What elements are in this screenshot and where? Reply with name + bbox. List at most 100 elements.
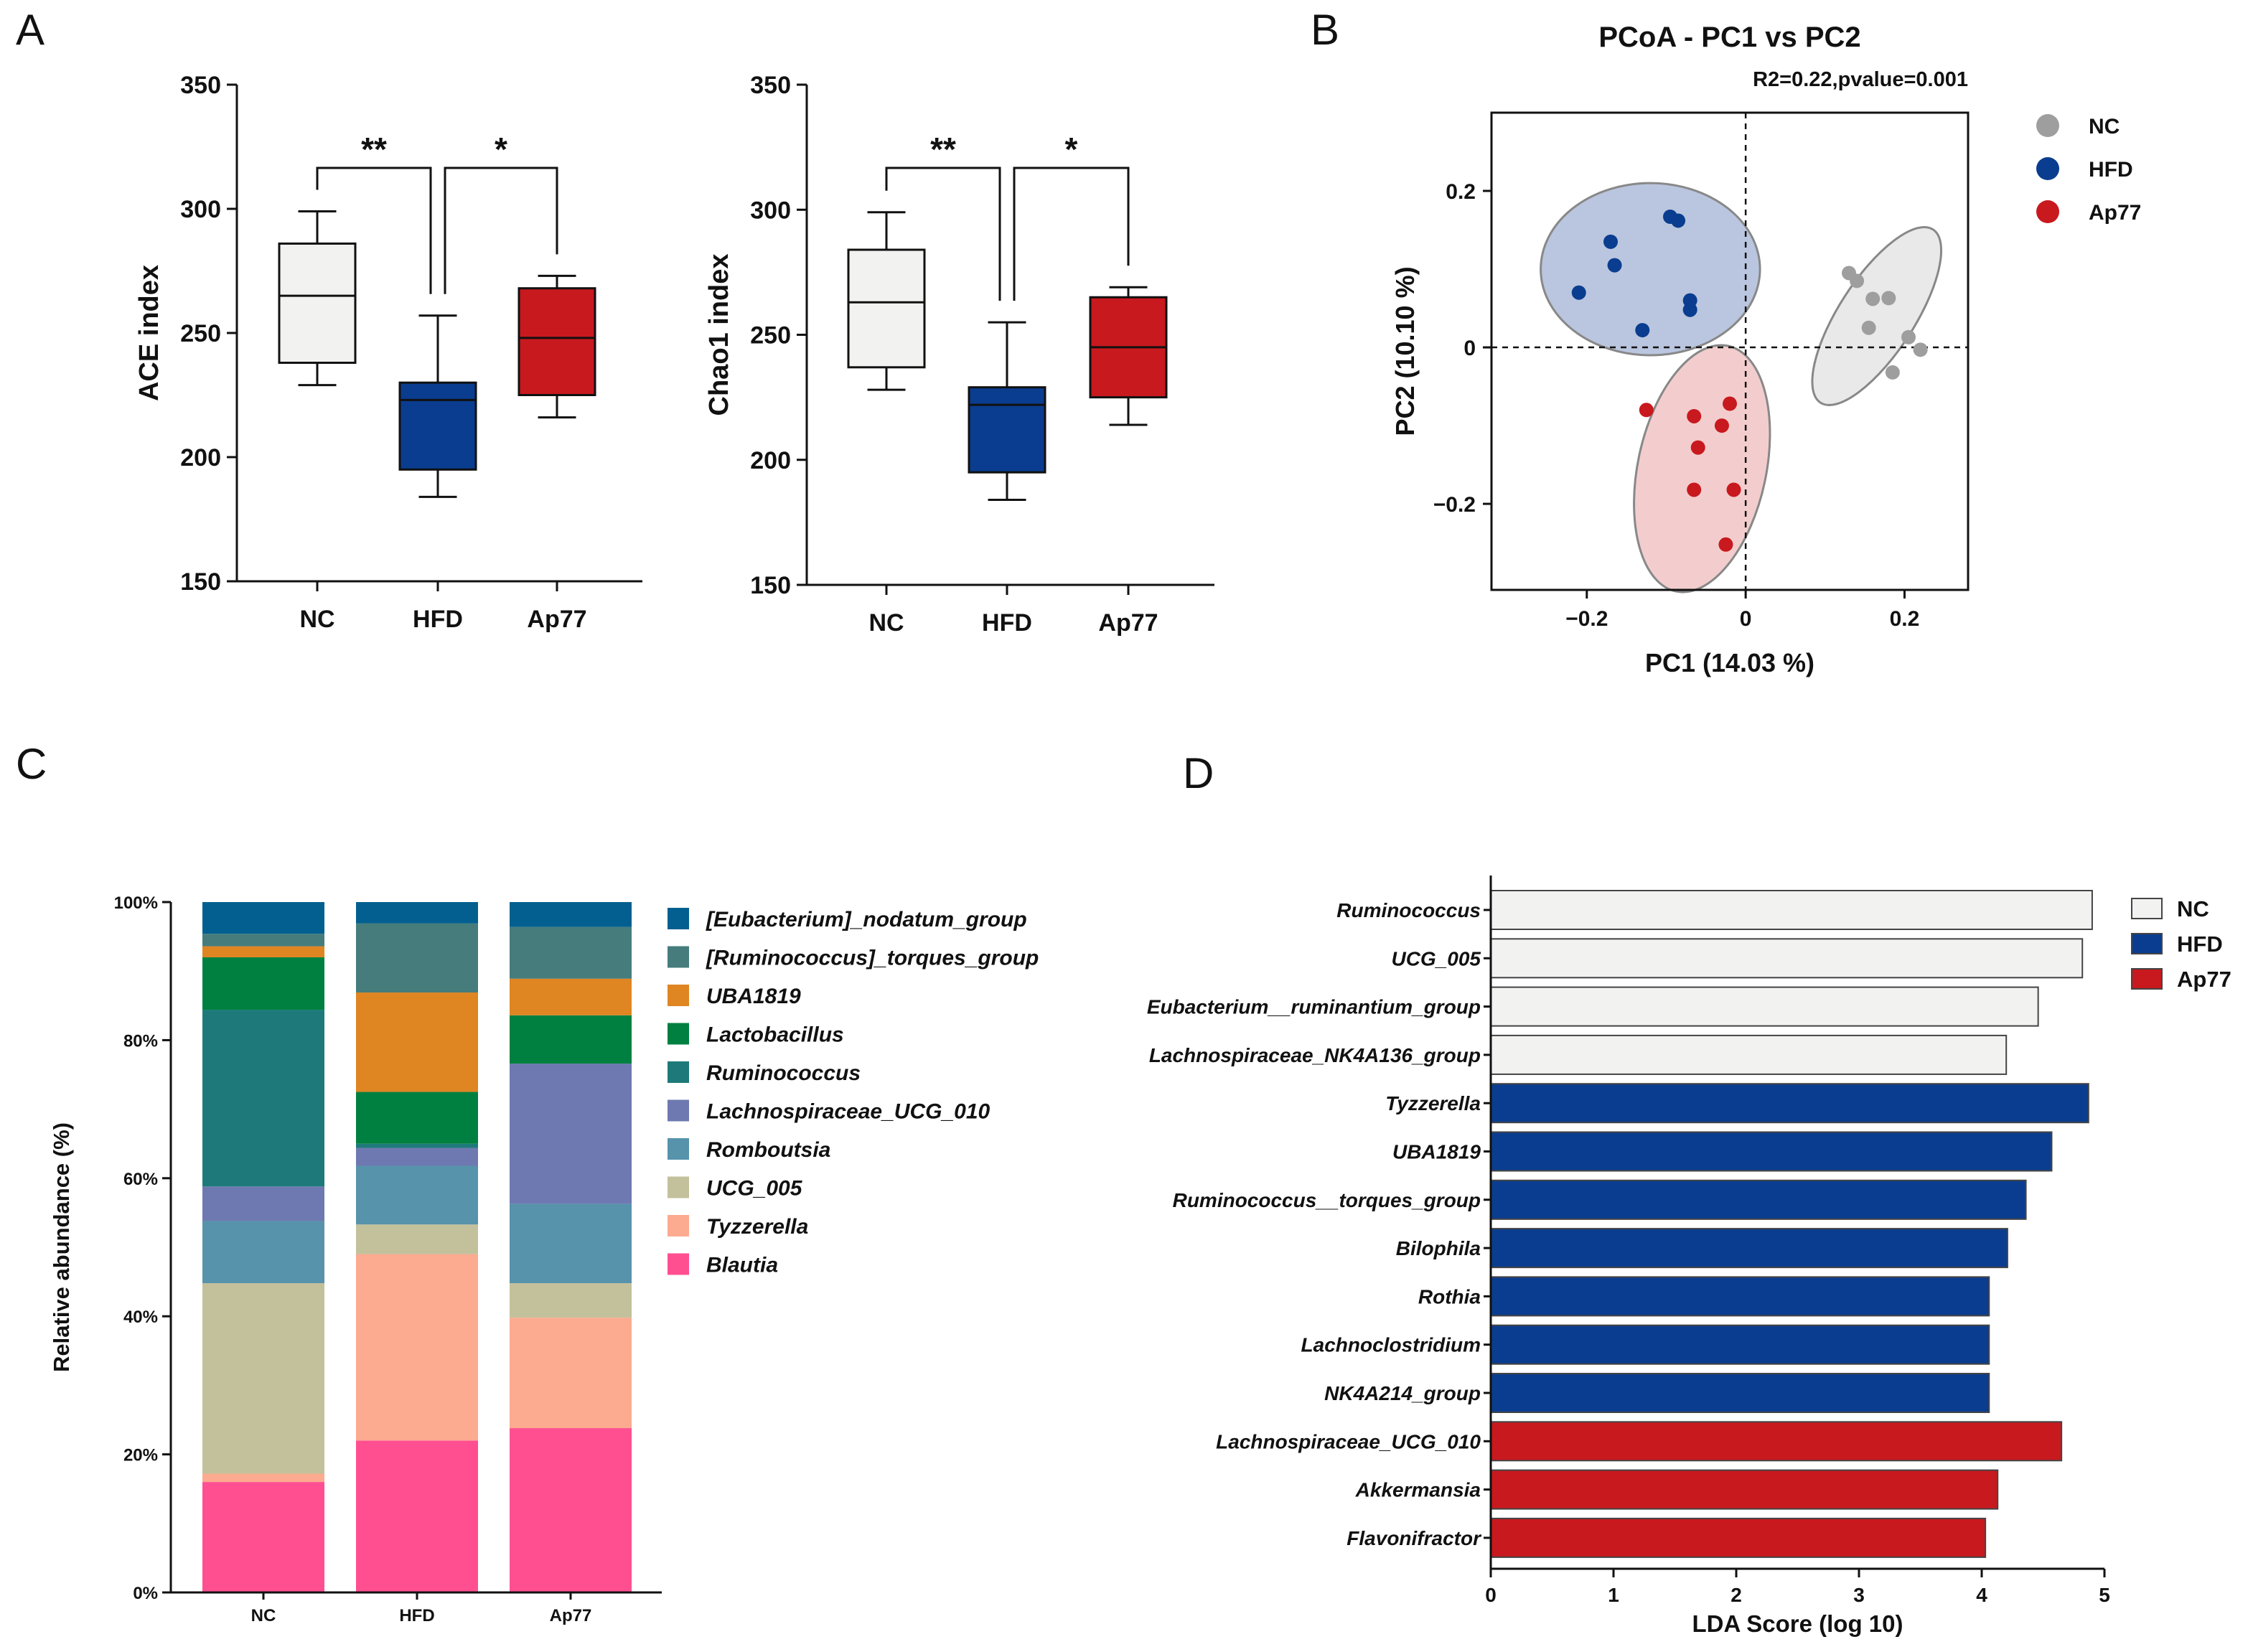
point-ap77	[1726, 482, 1741, 497]
point-hfd	[1682, 302, 1697, 317]
x-tick-label: HFD	[399, 1606, 434, 1625]
x-tick-label: NC	[299, 606, 334, 633]
x-tick-label: 0	[1740, 607, 1752, 631]
segment-ap77	[510, 1203, 632, 1284]
lda-bar-hfd	[1490, 1373, 1990, 1413]
segment-hfd	[356, 1148, 478, 1166]
segment-ap77	[510, 1428, 632, 1592]
segment-hfd	[356, 1143, 478, 1148]
segment-hfd	[356, 992, 478, 1092]
y-tick-label: 350	[180, 72, 221, 99]
point-nc	[1901, 329, 1916, 344]
y-tick-label: 300	[180, 196, 221, 223]
legend-swatch	[668, 1176, 689, 1198]
significance-label: *	[1065, 131, 1078, 168]
x-tick-label: HFD	[982, 609, 1032, 637]
panel-label-a: A	[16, 6, 45, 54]
y-tick-label: 20%	[123, 1446, 158, 1465]
segment-hfd	[356, 923, 478, 993]
lda-bar-ap77	[1490, 1469, 1999, 1510]
x-tick-label: 3	[1853, 1584, 1865, 1606]
segment-nc	[202, 902, 324, 934]
legend-swatch	[668, 1061, 689, 1083]
x-tick-label: 0.2	[1890, 607, 1920, 631]
x-tick-label: 4	[1976, 1584, 1987, 1606]
segment-hfd	[356, 1165, 478, 1225]
lda-bar-hfd	[1490, 1131, 2053, 1172]
x-tick-label: −0.2	[1565, 607, 1608, 631]
legend-label: Ap77	[2177, 967, 2231, 992]
legend-swatch	[668, 1253, 689, 1275]
legend-label: Lachnospiraceae_UCG_010	[706, 1100, 990, 1124]
legend-swatch	[668, 1099, 689, 1122]
y-axis-title: Chao1 index	[704, 254, 734, 416]
legend-swatch	[668, 1215, 689, 1236]
legend-swatch	[668, 985, 689, 1006]
point-hfd	[1671, 213, 1686, 228]
ellipse-hfd	[1540, 182, 1761, 357]
segment-ap77	[510, 1318, 632, 1429]
y-tick-label: −0.2	[1433, 493, 1476, 517]
lda-bar-nc	[1490, 890, 2093, 930]
taxon-label: Tyzzerella	[1385, 1092, 1481, 1114]
segment-hfd	[356, 1092, 478, 1144]
point-hfd	[1571, 285, 1586, 300]
taxon-label: UBA1819	[1392, 1141, 1481, 1163]
taxon-label: Akkermansia	[1355, 1479, 1481, 1501]
legend-label: HFD	[2089, 158, 2133, 182]
point-ap77	[1714, 418, 1729, 433]
taxon-label: UCG_005	[1391, 947, 1481, 970]
lda-score-bar-chart: Ruminococcus UCG_005 Eubacterium__ruminant…	[1147, 876, 2231, 1637]
y-tick-label: 80%	[123, 1031, 158, 1051]
segment-ap77	[510, 978, 632, 1015]
relative-abundance-stacked-bar: NC HFD Ap77 0% 20% 40% 60% 80% 100% Relative abun…	[49, 893, 1039, 1625]
segment-ap77	[510, 1015, 632, 1064]
lda-bar-hfd	[1490, 1228, 2008, 1269]
legend-swatch	[668, 1138, 689, 1160]
y-tick-label: 150	[180, 568, 221, 596]
lda-bar-nc	[1490, 986, 2039, 1027]
taxon-label: Flavonifractor	[1347, 1527, 1482, 1549]
y-axis-title: ACE index	[134, 265, 164, 401]
significance-bracket	[444, 166, 558, 294]
y-tick-label: 60%	[123, 1170, 158, 1189]
point-hfd	[1603, 234, 1618, 249]
chart-title: PCoA - PC1 vs PC2	[1598, 22, 1860, 53]
point-nc	[1865, 291, 1881, 306]
taxon-label: Lachnoclostridium	[1301, 1334, 1481, 1356]
point-nc	[1913, 342, 1928, 357]
significance-label: *	[495, 131, 507, 168]
legend-swatch	[668, 908, 689, 929]
lda-bar-nc	[1490, 1034, 2008, 1075]
significance-bracket	[1013, 166, 1130, 301]
y-tick-label: 0%	[133, 1584, 158, 1603]
segment-nc	[202, 1221, 324, 1284]
y-tick-label: 250	[750, 322, 791, 349]
y-tick-label: 200	[180, 444, 221, 471]
x-tick-label: Ap77	[1098, 609, 1158, 637]
x-tick-label: Ap77	[527, 606, 586, 633]
x-axis-title: PC1 (14.03 %)	[1645, 648, 1814, 677]
legend-swatch	[2131, 933, 2163, 954]
legend-label: HFD	[2177, 931, 2223, 957]
y-tick-label: 150	[750, 572, 791, 599]
segment-nc	[202, 1473, 324, 1483]
plot-frame	[1490, 111, 1970, 591]
legend-label: Romboutsia	[706, 1138, 830, 1162]
significance-label: **	[930, 131, 956, 168]
panel-label-d: D	[1183, 749, 1214, 797]
legend-label: UCG_005	[706, 1177, 803, 1201]
legend-swatch	[668, 946, 689, 968]
box-ap77	[517, 287, 596, 396]
significance-label: **	[361, 131, 387, 168]
segment-nc	[202, 1010, 324, 1187]
legend-label: [Ruminococcus]_torques_group	[706, 947, 1039, 970]
legend-swatch	[2131, 968, 2163, 990]
lda-bar-hfd	[1490, 1083, 2089, 1124]
y-tick-label: 250	[180, 320, 221, 347]
segment-nc	[202, 1186, 324, 1221]
x-tick-label: NC	[868, 609, 904, 637]
point-hfd	[1635, 323, 1650, 338]
